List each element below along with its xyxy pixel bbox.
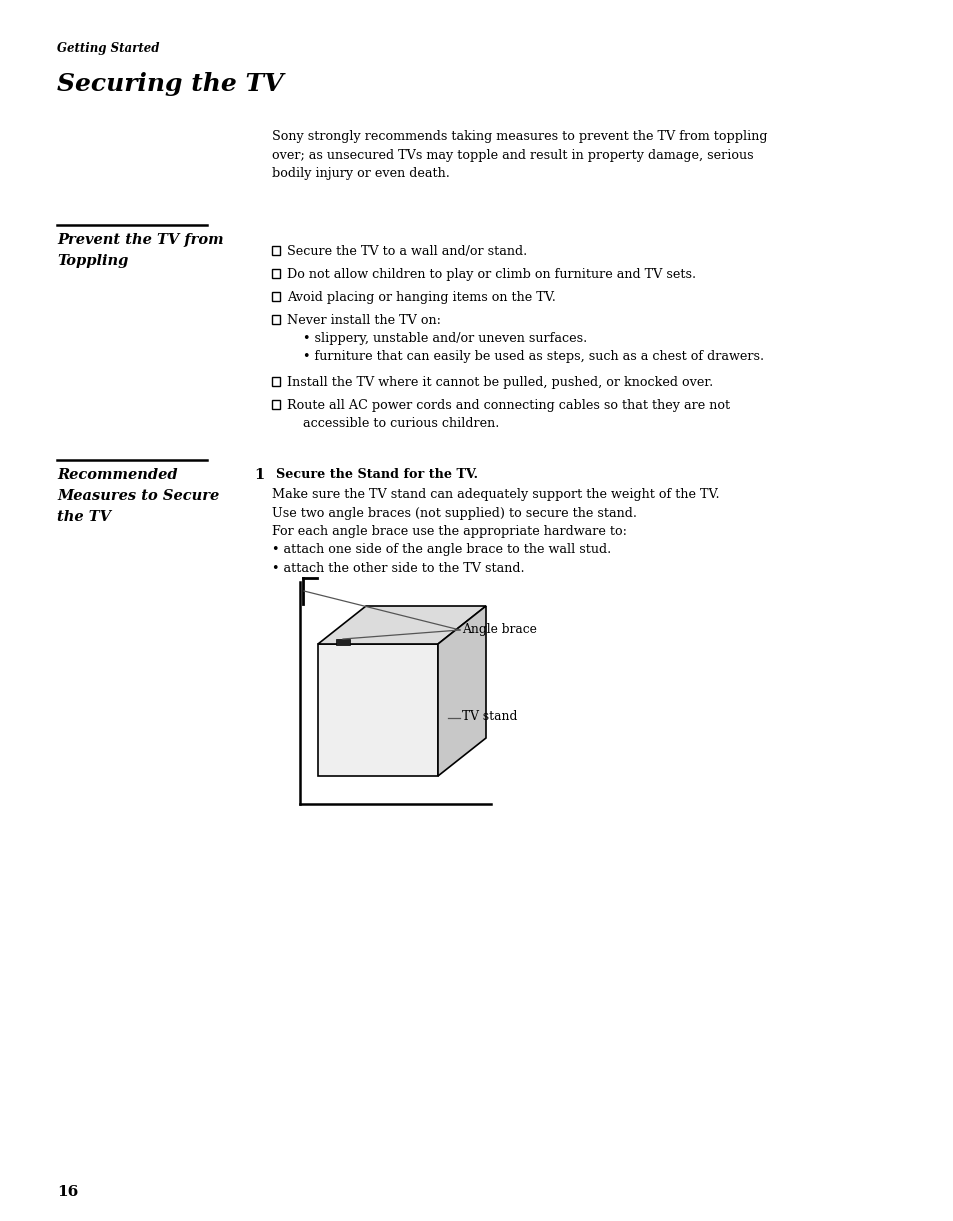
- Text: Avoid placing or hanging items on the TV.: Avoid placing or hanging items on the TV…: [287, 291, 556, 304]
- Text: Getting Started: Getting Started: [57, 42, 159, 55]
- Text: Secure the TV to a wall and/or stand.: Secure the TV to a wall and/or stand.: [287, 245, 527, 258]
- Text: Prevent the TV from
Toppling: Prevent the TV from Toppling: [57, 233, 223, 269]
- Text: Sony strongly recommends taking measures to prevent the TV from toppling
over; a: Sony strongly recommends taking measures…: [272, 129, 767, 179]
- Text: TV stand: TV stand: [461, 711, 517, 724]
- Bar: [272, 377, 280, 386]
- Polygon shape: [317, 643, 437, 777]
- Text: Secure the Stand for the TV.: Secure the Stand for the TV.: [275, 468, 477, 481]
- Text: Install the TV where it cannot be pulled, pushed, or knocked over.: Install the TV where it cannot be pulled…: [287, 376, 713, 389]
- Polygon shape: [437, 606, 485, 777]
- Text: Route all AC power cords and connecting cables so that they are not
    accessib: Route all AC power cords and connecting …: [287, 399, 730, 430]
- Polygon shape: [317, 606, 485, 643]
- Text: 16: 16: [57, 1186, 78, 1199]
- Bar: [272, 269, 280, 277]
- Bar: [335, 639, 350, 645]
- Text: Angle brace: Angle brace: [461, 623, 537, 635]
- Bar: [272, 245, 280, 254]
- Text: Securing the TV: Securing the TV: [57, 72, 283, 96]
- Bar: [272, 400, 280, 409]
- Text: Make sure the TV stand can adequately support the weight of the TV.
Use two angl: Make sure the TV stand can adequately su…: [272, 488, 719, 575]
- Text: 1: 1: [253, 468, 264, 482]
- Text: Never install the TV on:
    • slippery, unstable and/or uneven surfaces.
    • : Never install the TV on: • slippery, uns…: [287, 314, 763, 363]
- Bar: [272, 292, 280, 300]
- Text: Recommended
Measures to Secure
the TV: Recommended Measures to Secure the TV: [57, 468, 219, 524]
- Text: Do not allow children to play or climb on furniture and TV sets.: Do not allow children to play or climb o…: [287, 267, 696, 281]
- Bar: [272, 315, 280, 324]
